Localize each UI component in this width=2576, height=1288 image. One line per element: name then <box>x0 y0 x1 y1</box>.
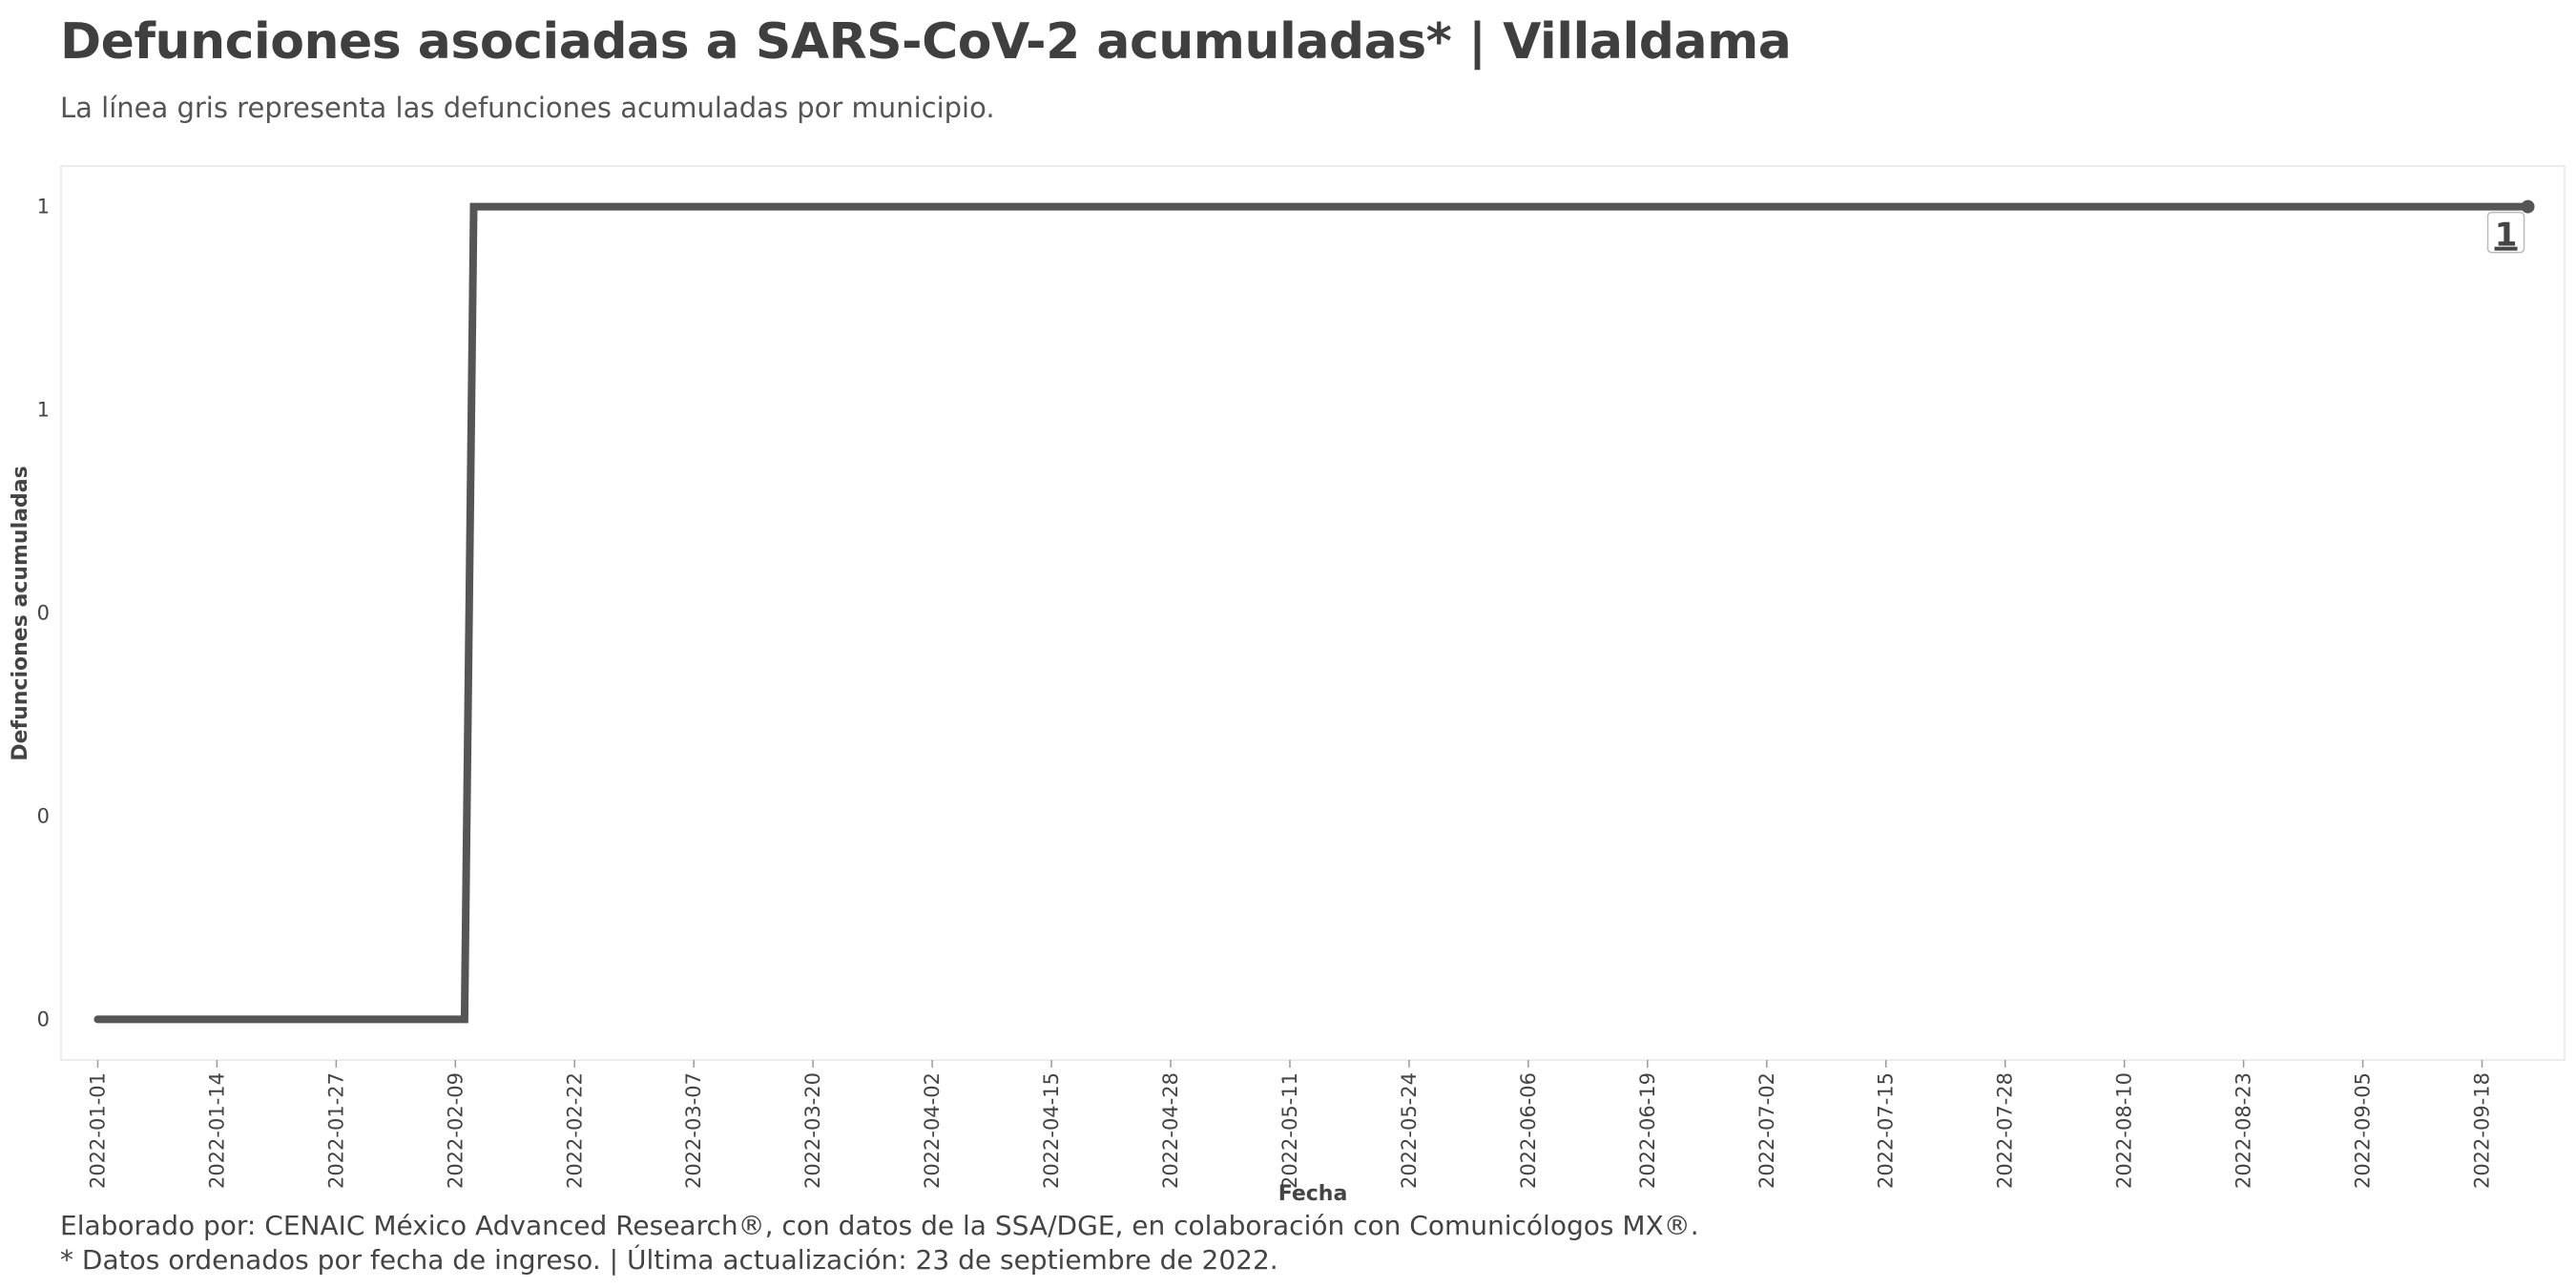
x-tick-label: 2022-04-15 <box>1040 1072 1063 1189</box>
x-tick-label: 2022-02-22 <box>563 1072 586 1189</box>
x-tick-label: 2022-03-07 <box>682 1072 705 1189</box>
x-tick-label: 2022-09-18 <box>2470 1072 2493 1189</box>
y-tick-label: 1 <box>37 196 50 218</box>
x-tick-label: 2022-06-19 <box>1636 1072 1659 1189</box>
x-tick-label: 2022-01-01 <box>86 1072 109 1189</box>
x-tick-label: 2022-04-28 <box>1159 1072 1182 1189</box>
chart-subtitle: La línea gris representa las defunciones… <box>60 92 995 124</box>
x-tick-label: 2022-06-06 <box>1517 1072 1540 1189</box>
y-axis-title: Defunciones acumuladas <box>9 466 32 760</box>
x-tick-label: 2022-07-15 <box>1875 1072 1898 1189</box>
x-axis-ticks: 2022-01-01 2022-01-14 2022-01-27 2022-02-09… <box>86 1060 2493 1189</box>
x-tick-label: 2022-09-05 <box>2352 1072 2375 1189</box>
x-tick-label: 2022-02-09 <box>444 1072 467 1189</box>
y-axis-ticks: 0 0 0 1 1 <box>37 196 50 1031</box>
x-tick-label: 2022-04-02 <box>921 1072 944 1189</box>
x-tick-label: 2022-01-14 <box>205 1072 228 1189</box>
x-tick-label: 2022-08-23 <box>2233 1072 2255 1189</box>
x-tick-label: 2022-07-28 <box>1994 1072 2017 1189</box>
plot-panel <box>60 165 2566 1061</box>
series-layer: 1 <box>93 199 2535 1024</box>
x-tick-label: 2022-05-24 <box>1398 1072 1421 1189</box>
x-tick-label: 2022-03-20 <box>801 1072 824 1189</box>
credits-line: Elaborado por: CENAIC México Advanced Re… <box>60 1210 1699 1241</box>
y-tick-label: 1 <box>37 399 50 422</box>
chart-title: Defunciones asociadas a SARS-CoV-2 acumu… <box>60 13 1792 71</box>
x-tick-label: 2022-05-11 <box>1278 1072 1301 1189</box>
y-tick-label: 0 <box>37 602 50 625</box>
x-tick-label: 2022-07-02 <box>1755 1072 1778 1189</box>
x-tick-label: 2022-01-27 <box>324 1072 347 1189</box>
end-value-label: 1 <box>2495 217 2518 255</box>
y-tick-label: 0 <box>37 804 50 827</box>
x-axis-title: Fecha <box>1278 1182 1348 1206</box>
end-label-box <box>2486 211 2525 254</box>
end-point-marker <box>2521 199 2535 214</box>
notes-line: * Datos ordenados por fecha de ingreso. … <box>60 1244 1278 1276</box>
series-line <box>93 202 2532 1024</box>
x-tick-label: 2022-08-10 <box>2113 1072 2136 1189</box>
y-tick-label: 0 <box>37 1008 50 1030</box>
